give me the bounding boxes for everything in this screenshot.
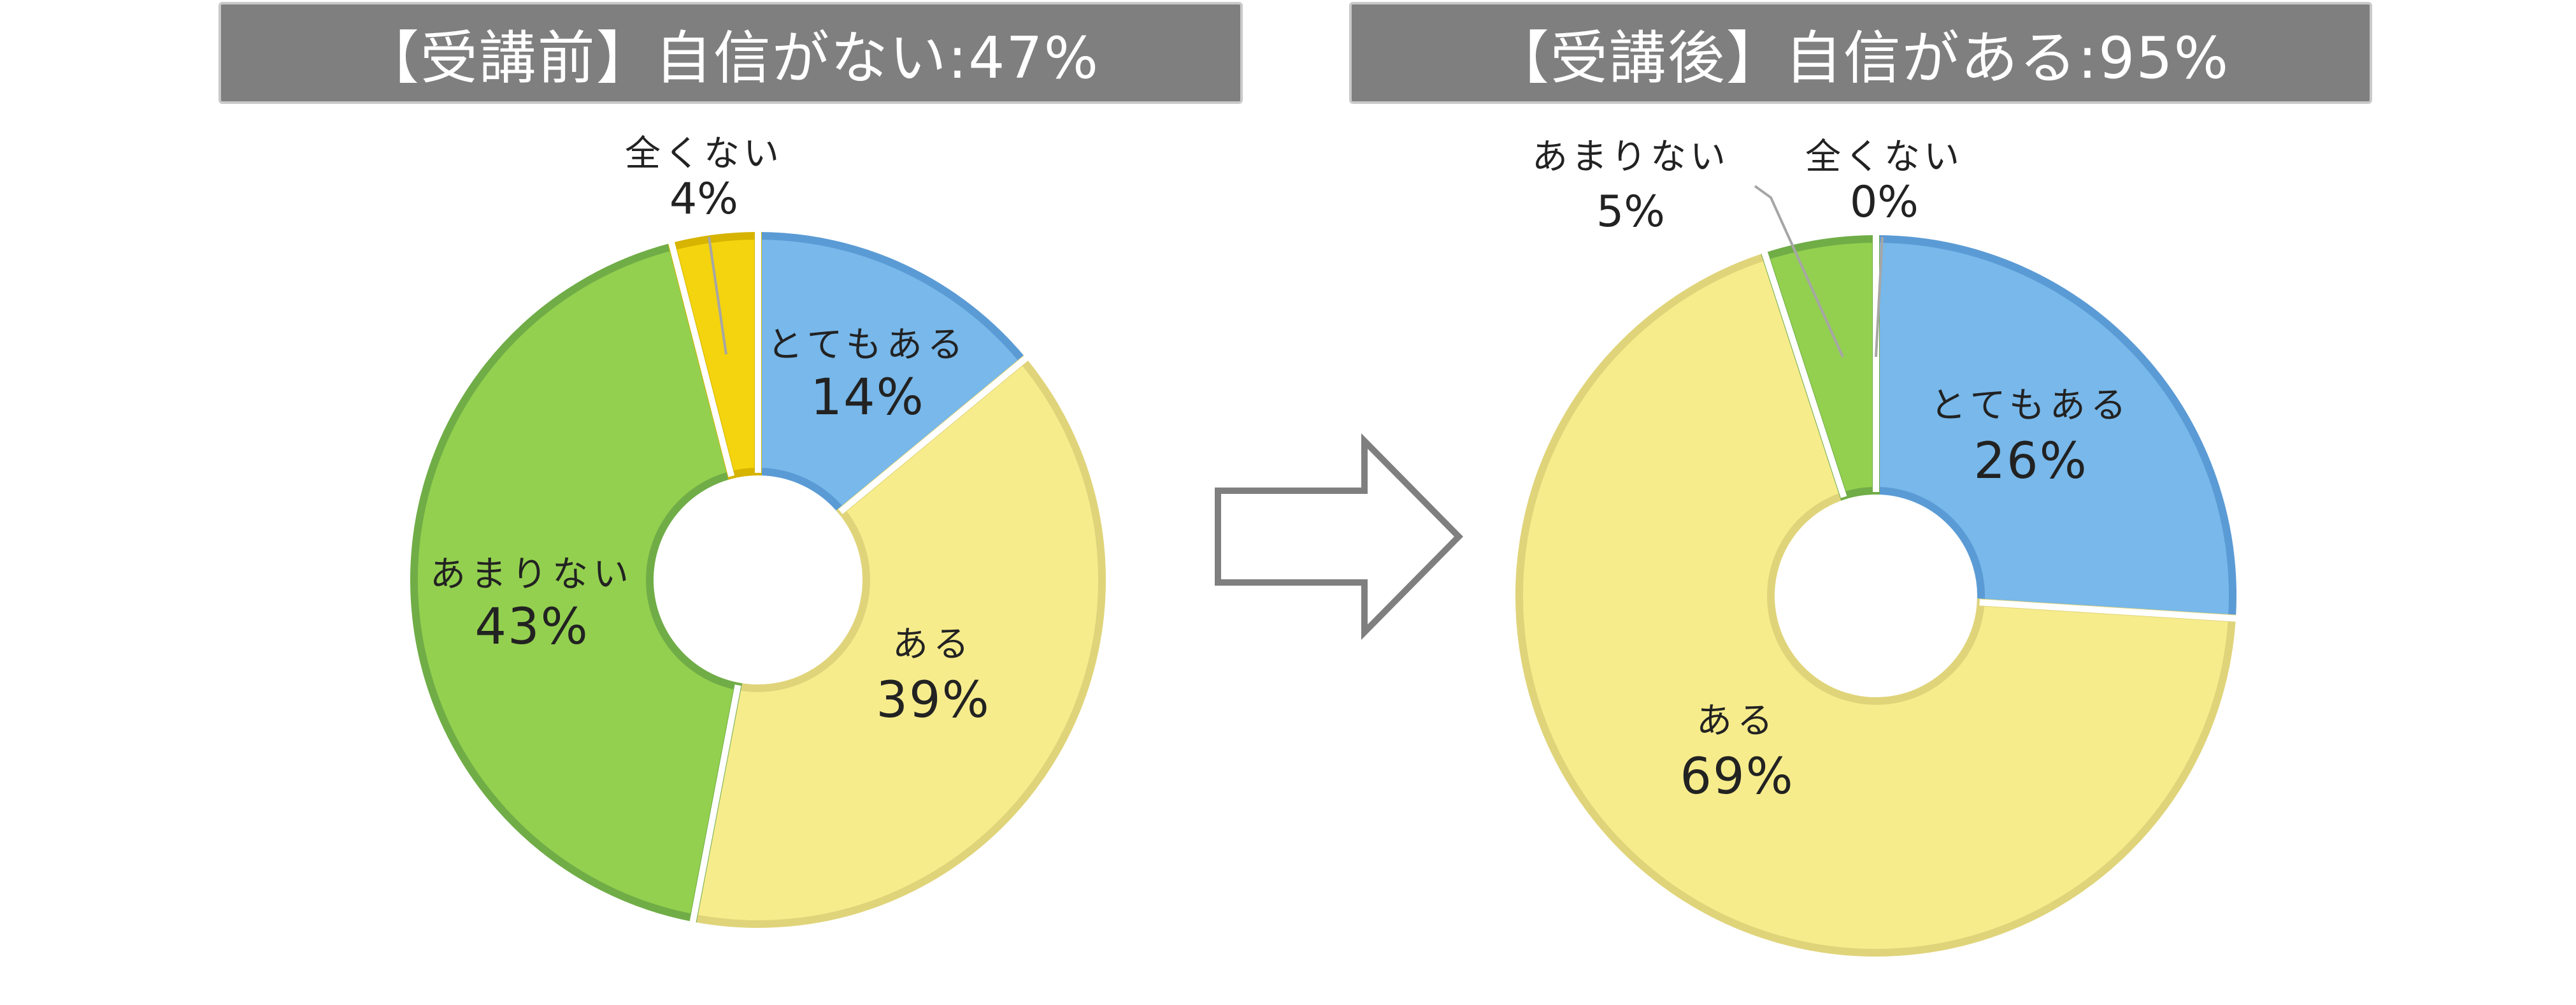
label-little-name: あまりない — [1532, 136, 1729, 178]
leader-line — [708, 236, 727, 355]
label-little-name: あまりない — [430, 554, 634, 595]
label-some-value: 69% — [1680, 748, 1794, 806]
label-little-value: 5% — [1596, 187, 1665, 237]
label-some-value: 39% — [876, 672, 990, 729]
label-some-name: ある — [1696, 700, 1778, 742]
leader-line — [1875, 236, 1884, 358]
slice-very — [754, 231, 1029, 517]
slice-some — [689, 355, 1106, 928]
slice-separator — [668, 240, 735, 477]
label-some-name: ある — [892, 624, 974, 665]
label-very-name: とてもある — [1930, 385, 2131, 426]
label-very-value: 26% — [1973, 433, 2087, 490]
label-very-name: とてもある — [767, 324, 968, 366]
label-none-value: 0% — [1850, 177, 1919, 228]
slice-very — [1872, 235, 2236, 623]
right-arrow-icon — [1215, 433, 1464, 640]
chart-title-after: 【受講後】自信がある:95% — [1349, 2, 2372, 104]
slice-separator — [1761, 250, 1847, 498]
slice-separator — [689, 684, 741, 924]
label-none-name: 全くない — [1805, 136, 1963, 178]
chart-title-before: 【受講前】自信がない:47% — [218, 2, 1243, 104]
label-little-value: 43% — [475, 598, 589, 656]
leader-line — [1754, 185, 1844, 358]
label-very-value: 14% — [810, 369, 924, 426]
slice-little — [410, 242, 743, 923]
label-none-value: 4% — [669, 174, 738, 224]
label-none-name: 全くない — [625, 133, 783, 175]
slice-separator — [838, 354, 1029, 514]
slice-some — [1515, 251, 2236, 957]
slice-separator — [1979, 599, 2238, 622]
